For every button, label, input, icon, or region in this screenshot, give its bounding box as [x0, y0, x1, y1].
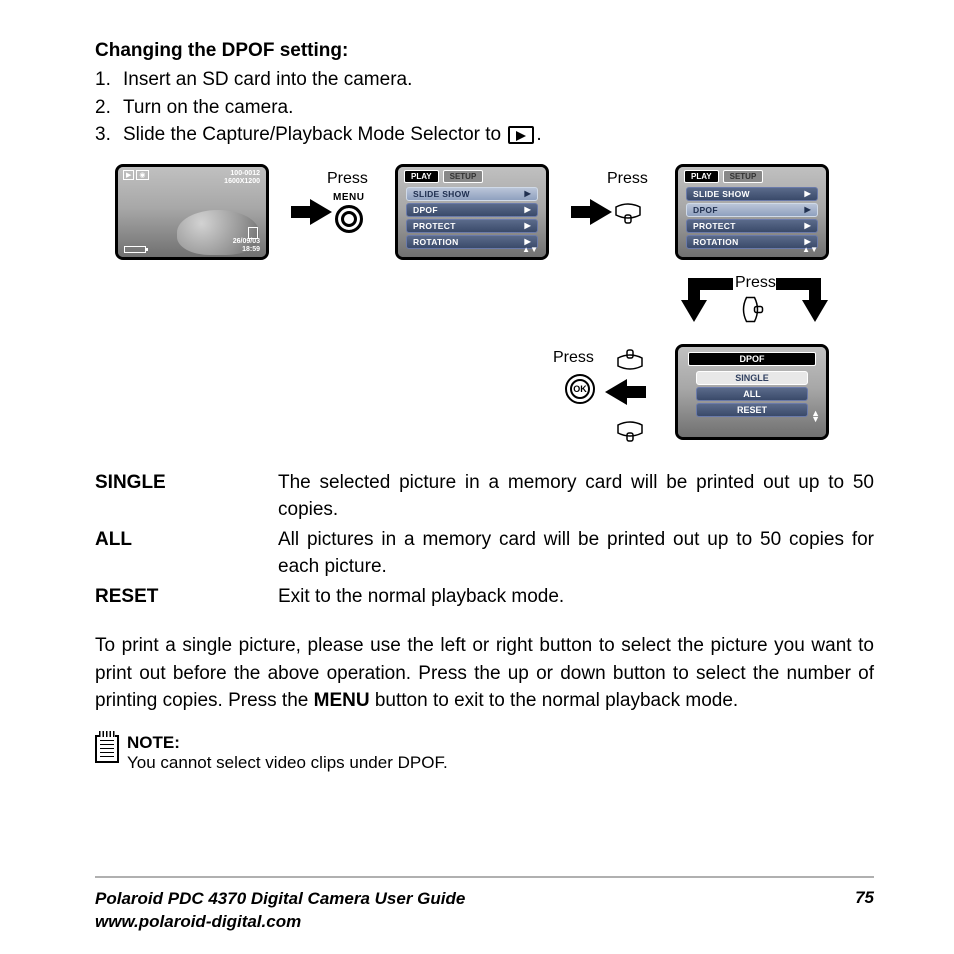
step-number: 1.: [95, 66, 123, 94]
tab-play: PLAY: [404, 170, 439, 183]
screen-menu-2: PLAY SETUP SLIDE SHOW▶ DPOF▶ PROTECT▶ RO…: [675, 164, 829, 260]
page-footer: Polaroid PDC 4370 Digital Camera User Gu…: [0, 876, 954, 934]
dpof-item-all: ALL: [696, 387, 808, 401]
arrow-down-icon: [802, 300, 828, 322]
osd-date: 26/09/03: [233, 238, 260, 246]
osd-datetime: 26/09/03 18:59: [233, 238, 260, 254]
screen-dpof-menu: DPOF SINGLE ALL RESET ▲▼: [675, 344, 829, 440]
arrow-bar: [776, 278, 821, 290]
osd-mode-icons: ▶◉: [123, 170, 149, 180]
def-term: SINGLE: [95, 469, 278, 524]
menu-item-dpof: DPOF▶: [686, 203, 818, 217]
ok-button-label: OK: [570, 379, 590, 399]
press-label-2: Press: [607, 170, 648, 188]
press-label-4: Press: [553, 349, 594, 367]
arrow-right-icon: [310, 199, 332, 225]
press-label-3: Press: [735, 274, 776, 292]
footer-title: Polaroid PDC 4370 Digital Camera User Gu…: [95, 888, 465, 911]
step-3-suffix: .: [536, 124, 541, 145]
menu-item-rotation: ROTATION▶: [406, 235, 538, 249]
step-3: 3. Slide the Capture/Playback Mode Selec…: [95, 121, 874, 149]
playback-icon: [508, 126, 534, 144]
page-number: 75: [855, 888, 874, 934]
screen-playback: ▶◉ 100-0012 1600X1200 26/09/03 18:59: [115, 164, 269, 260]
step-2: 2. Turn on the camera.: [95, 94, 874, 122]
notepad-icon: [95, 735, 119, 763]
menu-button-icon: MENU: [333, 192, 364, 233]
menu-item-slideshow: SLIDE SHOW▶: [686, 187, 818, 201]
dpof-list: SINGLE ALL RESET: [696, 371, 808, 417]
menu-list: SLIDE SHOW▶ DPOF▶ PROTECT▶ ROTATION▶: [686, 187, 818, 249]
note-body: You cannot select video clips under DPOF…: [127, 753, 448, 772]
menu-item-protect: PROTECT▶: [406, 219, 538, 233]
instruction-paragraph: To print a single picture, please use th…: [95, 632, 874, 715]
def-desc: Exit to the normal playback mode.: [278, 583, 874, 611]
footer-title-block: Polaroid PDC 4370 Digital Camera User Gu…: [95, 888, 465, 934]
tab-setup: SETUP: [443, 170, 484, 183]
osd-resolution: 1600X1200: [224, 178, 260, 186]
menu-button-circle: [335, 205, 363, 233]
menu-item-dpof: DPOF▶: [406, 203, 538, 217]
step-3-prefix: Slide the Capture/Playback Mode Selector…: [123, 124, 506, 145]
arrow-right-icon: [590, 199, 612, 225]
definitions-list: SINGLE The selected picture in a memory …: [95, 469, 874, 611]
def-desc: All pictures in a memory card will be pr…: [278, 526, 874, 581]
def-desc: The selected picture in a memory card wi…: [278, 469, 874, 524]
step-number: 3.: [95, 121, 123, 149]
thumb-right-icon: [744, 294, 771, 324]
scroll-indicator: ▲▼: [522, 245, 538, 254]
definition-single: SINGLE The selected picture in a memory …: [95, 469, 874, 524]
definition-reset: RESET Exit to the normal playback mode.: [95, 583, 874, 611]
note-text: NOTE: You cannot select video clips unde…: [127, 733, 448, 773]
section-heading: Changing the DPOF setting:: [95, 40, 874, 62]
menu-tabs: PLAY SETUP: [684, 170, 763, 183]
ok-button-icon: OK: [565, 374, 595, 404]
step-text: Insert an SD card into the camera.: [123, 66, 412, 94]
menu-tabs: PLAY SETUP: [404, 170, 483, 183]
step-text: Slide the Capture/Playback Mode Selector…: [123, 121, 542, 149]
menu-button-label: MENU: [333, 192, 364, 203]
arrow-down-icon: [681, 300, 707, 322]
menu-item-slideshow: SLIDE SHOW▶: [406, 187, 538, 201]
press-label-1: Press: [327, 170, 368, 188]
menu-list: SLIDE SHOW▶ DPOF▶ PROTECT▶ ROTATION▶: [406, 187, 538, 249]
thumb-up-icon: [615, 342, 645, 369]
dpof-item-reset: RESET: [696, 403, 808, 417]
scroll-indicator: ▲▼: [802, 245, 818, 254]
def-term: ALL: [95, 526, 278, 581]
screen-menu-1: PLAY SETUP SLIDE SHOW▶ DPOF▶ PROTECT▶ RO…: [395, 164, 549, 260]
dpof-item-single: SINGLE: [696, 371, 808, 385]
steps-list: 1. Insert an SD card into the camera. 2.…: [95, 66, 874, 149]
menu-item-rotation: ROTATION▶: [686, 235, 818, 249]
def-term: RESET: [95, 583, 278, 611]
para-bold: MENU: [314, 690, 370, 711]
thumb-down-icon: [615, 422, 645, 449]
definition-all: ALL All pictures in a memory card will b…: [95, 526, 874, 581]
footer-url: www.polaroid-digital.com: [95, 911, 465, 934]
dpof-header: DPOF: [688, 352, 816, 366]
step-1: 1. Insert an SD card into the camera.: [95, 66, 874, 94]
scroll-indicator: ▲▼: [811, 410, 820, 423]
osd-file-info: 100-0012 1600X1200: [224, 170, 260, 186]
step-text: Turn on the camera.: [123, 94, 293, 122]
workflow-diagram: ▶◉ 100-0012 1600X1200 26/09/03 18:59 Pre…: [115, 164, 874, 459]
osd-file-number: 100-0012: [224, 170, 260, 178]
step-number: 2.: [95, 94, 123, 122]
note-label: NOTE:: [127, 733, 180, 752]
thumb-down-icon: [613, 204, 643, 231]
menu-item-protect: PROTECT▶: [686, 219, 818, 233]
note-block: NOTE: You cannot select video clips unde…: [95, 733, 874, 773]
para-post: button to exit to the normal playback mo…: [370, 690, 739, 711]
footer-divider: [95, 876, 874, 878]
osd-battery-icon: [124, 246, 146, 253]
osd-time: 18:59: [233, 246, 260, 254]
arrow-bar: [688, 278, 733, 290]
tab-setup: SETUP: [723, 170, 764, 183]
arrow-left-icon: [605, 379, 627, 405]
tab-play: PLAY: [684, 170, 719, 183]
